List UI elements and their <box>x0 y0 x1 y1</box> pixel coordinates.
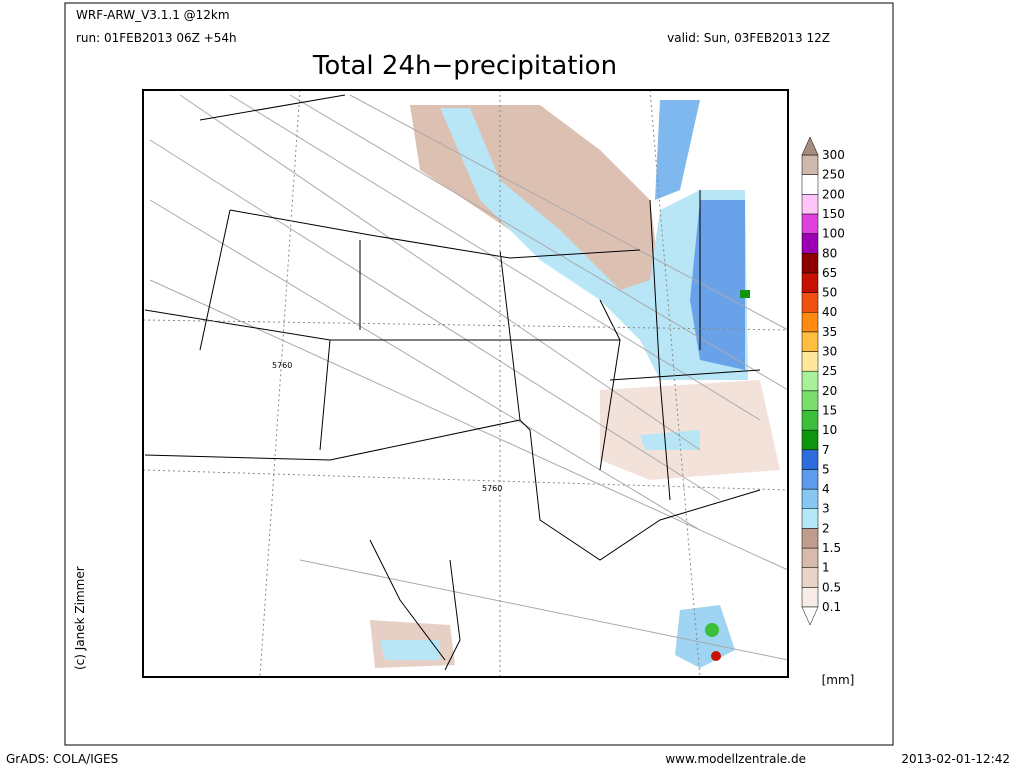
legend-label: 80 <box>822 246 837 260</box>
legend-label: 0.5 <box>822 580 841 594</box>
legend-label: 150 <box>822 207 845 221</box>
title: Total 24h−precipitation <box>312 51 617 81</box>
legend-band <box>801 488 819 509</box>
legend-label: 25 <box>822 364 837 378</box>
legend-band <box>801 390 819 411</box>
legend-band <box>801 469 819 490</box>
footer-right: 2013-02-01-12:42 <box>901 752 1010 766</box>
legend-band <box>801 547 819 568</box>
legend-band <box>801 174 819 195</box>
legend-label: 1.5 <box>822 541 841 555</box>
legend-label: 40 <box>822 305 837 319</box>
legend-band <box>801 587 819 608</box>
legend-end <box>801 606 819 626</box>
legend-band <box>801 233 819 254</box>
legend-label: 100 <box>822 227 845 241</box>
legend-label: 250 <box>822 168 845 182</box>
legend-band <box>801 449 819 470</box>
legend-label: 30 <box>822 345 837 359</box>
legend-band <box>801 370 819 392</box>
legend-band <box>801 272 819 293</box>
map: 5760 5760 <box>142 89 789 678</box>
model: WRF-ARW_V3.1.1 @12km <box>76 8 230 22</box>
legend-band <box>801 213 819 234</box>
frame <box>64 2 894 746</box>
legend-band <box>801 292 819 313</box>
legend-label: 300 <box>822 148 845 162</box>
footer-left: GrADS: COLA/IGES <box>6 752 118 766</box>
legend-band <box>801 154 819 175</box>
legend-label: 20 <box>822 384 837 398</box>
unit: [mm] <box>822 673 855 687</box>
legend-label: 0.1 <box>822 600 841 614</box>
legend-band <box>801 253 819 274</box>
legend-band <box>801 410 819 431</box>
legend-label: 5 <box>822 462 830 476</box>
run: run: 01FEB2013 06Z +54h <box>76 31 237 45</box>
legend-band <box>801 508 819 529</box>
contour-label: 5760 <box>272 361 292 370</box>
legend-band <box>801 311 819 333</box>
legend-band <box>801 528 819 549</box>
legend-label: 50 <box>822 286 837 300</box>
legend-label: 200 <box>822 187 845 201</box>
legend-label: 10 <box>822 423 837 437</box>
legend-label: 4 <box>822 482 830 496</box>
legend-label: 2 <box>822 521 830 535</box>
legend-band <box>801 351 819 372</box>
legend-end <box>801 136 819 156</box>
legend-band <box>801 194 819 215</box>
legend-label: 35 <box>822 325 837 339</box>
legend-label: 65 <box>822 266 837 280</box>
legend: 0.1 0.5 1 1.5 2 3 4 5 7 10 15 20 25 30 35 40 50 65 80 100 15… <box>801 136 845 626</box>
legend-label: 1 <box>822 561 830 575</box>
valid: valid: Sun, 03FEB2013 12Z <box>667 31 830 45</box>
legend-band <box>801 429 819 451</box>
footer-center: www.modellzentrale.de <box>665 752 806 766</box>
legend-label: 7 <box>822 443 830 457</box>
credit: (c) Janek Zimmer <box>73 566 87 670</box>
legend-label: 3 <box>822 502 830 516</box>
contour-label: 5760 <box>482 484 502 493</box>
legend-band <box>801 567 819 588</box>
legend-band <box>801 331 819 352</box>
legend-label: 15 <box>822 403 837 417</box>
